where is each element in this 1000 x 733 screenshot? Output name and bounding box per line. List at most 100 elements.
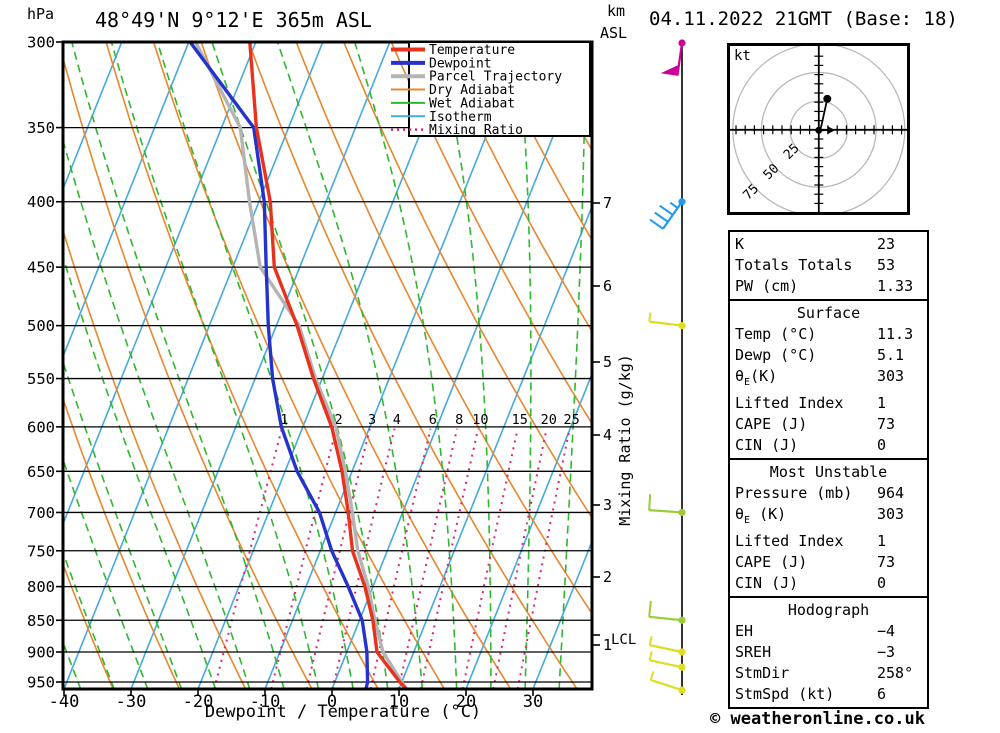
table-row-value: 11.3	[877, 325, 914, 343]
table-row-label: θE(K)	[735, 367, 778, 388]
table-row: K 23	[735, 234, 922, 255]
x-axis-title: Dewpoint / Temperature (°C)	[204, 702, 482, 722]
mixing-ratio-value-label: 8	[455, 412, 463, 428]
table-row-value: 73	[877, 553, 896, 571]
indices-table: Most Unstable Pressure (mb) 964 θE (K) 303 Li…	[728, 458, 929, 598]
altitude-axis-unit-km: km	[607, 2, 626, 20]
table-row-label: K	[735, 235, 745, 253]
pressure-tick-label: 300	[27, 34, 55, 52]
table-row-label: CAPE (J)	[735, 553, 808, 571]
pressure-tick-label: 700	[27, 504, 55, 522]
table-row-value: 1.33	[877, 277, 914, 295]
wind-barb	[648, 636, 686, 656]
table-row: StmDir 258°	[735, 663, 922, 684]
table-row-label: CAPE (J)	[735, 415, 808, 433]
legend-label: Mixing Ratio	[429, 123, 523, 138]
table-row-label: Lifted Index	[735, 394, 844, 412]
table-row-value: 0	[877, 436, 887, 454]
table-row: Totals Totals 53	[735, 255, 922, 276]
mixing-ratio-value-label: 6	[429, 412, 437, 428]
table-row-label: Dewp (°C)	[735, 346, 817, 364]
mixing-ratio-value-label: 4	[393, 412, 401, 428]
temperature-tick-label: -30	[116, 692, 147, 712]
table-row: Pressure (mb) 964	[735, 483, 922, 504]
km-tick-label: 5	[603, 353, 612, 371]
mixing-ratio-axis-title: Mixing Ratio (g/kg)	[616, 354, 634, 526]
pressure-axis-unit: hPa	[27, 5, 55, 23]
table-row-value: 964	[877, 484, 905, 502]
hodograph-ring-label: 25	[781, 141, 803, 163]
pressure-tick-label: 950	[27, 674, 55, 692]
table-row: θE (K) 303	[735, 504, 922, 531]
temperature-tick-label: 10	[389, 692, 409, 712]
table-row-value: 303	[877, 505, 905, 523]
table-row-label: Pressure (mb)	[735, 484, 853, 502]
hodograph-unit-label: kt	[734, 48, 751, 64]
table-row-value: 73	[877, 415, 896, 433]
table-row: SREH −3	[735, 642, 922, 663]
temperature-tick-label: 30	[523, 692, 543, 712]
table-row-value: 1	[877, 394, 887, 412]
wind-barb	[649, 671, 686, 694]
table-row-label: Temp (°C)	[735, 325, 817, 343]
mixing-ratio-value-label: 3	[368, 412, 376, 428]
table-row: CAPE (J) 73	[735, 552, 922, 573]
wind-barb	[648, 651, 686, 671]
pressure-tick-label: 850	[27, 612, 55, 630]
table-header: Hodograph	[787, 601, 870, 619]
table-header: Surface	[796, 304, 861, 322]
table-row-label: StmSpd (kt)	[735, 685, 835, 703]
mixing-ratio-value-label: 20	[541, 412, 557, 428]
table-row: Lifted Index 1	[735, 393, 922, 414]
km-tick-label: 1	[603, 636, 612, 654]
table-row: EH −4	[735, 621, 922, 642]
legend-label: Isotherm	[429, 110, 492, 125]
wind-barb	[648, 312, 686, 330]
altitude-axis-unit-asl: ASL	[600, 24, 628, 42]
table-row: PW (cm) 1.33	[735, 276, 922, 297]
temperature-tick-label: 20	[456, 692, 476, 712]
temperature-tick-label: -20	[183, 692, 214, 712]
temperature-tick-label: 0	[327, 692, 337, 712]
temperature-tick-label: -40	[49, 692, 80, 712]
pressure-tick-label: 550	[27, 370, 55, 388]
hodograph-trace	[818, 98, 829, 131]
km-tick-label: 2	[603, 568, 612, 586]
legend-label: Dry Adiabat	[429, 83, 515, 98]
temperature-tick-label: -10	[250, 692, 281, 712]
indices-table: K 23 Totals Totals 53 PW (cm) 1.33	[728, 230, 929, 301]
table-row-label: θE (K)	[735, 505, 787, 526]
lcl-label: LCL	[611, 632, 636, 648]
pressure-tick-label: 800	[27, 578, 55, 596]
table-row-label: SREH	[735, 643, 772, 661]
table-row: CIN (J) 0	[735, 573, 922, 594]
hodograph-ring-label: 50	[761, 161, 783, 183]
run-datetime: 04.11.2022 21GMT (Base: 18)	[649, 8, 958, 30]
mixing-ratio-value-label: 15	[512, 412, 528, 428]
mixing-ratio-value-label: 25	[564, 412, 580, 428]
table-row-value: 1	[877, 532, 887, 550]
temperature-curve	[248, 42, 409, 689]
legend-label: Parcel Trajectory	[429, 70, 562, 85]
table-row-label: EH	[735, 622, 754, 640]
mixing-ratio-value-label: 10	[472, 412, 488, 428]
table-row: StmSpd (kt) 6	[735, 684, 922, 705]
pressure-tick-label: 750	[27, 542, 55, 560]
table-row-label: PW (cm)	[735, 277, 799, 295]
pressure-tick-label: 650	[27, 463, 55, 481]
pressure-tick-label: 500	[27, 317, 55, 335]
pressure-tick-label: 450	[27, 259, 55, 277]
indices-tables: K 23 Totals Totals 53 PW (cm) 1.33 Surface Temp…	[728, 230, 929, 709]
table-row-value: 0	[877, 574, 887, 592]
parcel-trajectory-curve	[193, 42, 409, 689]
table-row-value: −3	[877, 643, 896, 661]
table-row: CAPE (J) 73	[735, 414, 922, 435]
table-row-value: −4	[877, 622, 896, 640]
table-row-label: CIN (J)	[735, 436, 799, 454]
table-row-label: Lifted Index	[735, 532, 844, 550]
legend-label: Temperature	[429, 43, 515, 58]
wind-barb	[648, 494, 686, 517]
